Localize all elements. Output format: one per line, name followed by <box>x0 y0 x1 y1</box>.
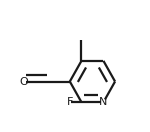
Text: O: O <box>19 77 28 86</box>
Text: N: N <box>99 97 108 107</box>
Text: F: F <box>67 97 73 107</box>
